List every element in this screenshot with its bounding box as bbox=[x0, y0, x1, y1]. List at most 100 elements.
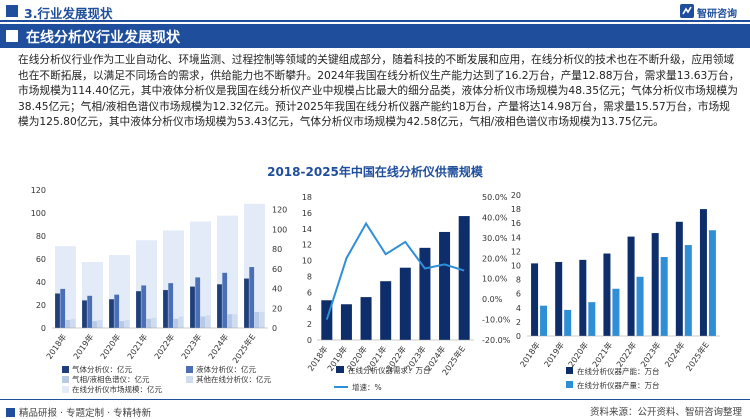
chart1-bar-other bbox=[97, 319, 103, 328]
chart2-right-tick: 0.0% bbox=[482, 295, 503, 304]
chart1-bar-other bbox=[178, 316, 184, 328]
chart1-bar-gas bbox=[136, 291, 141, 328]
chart1-bar-other bbox=[232, 314, 238, 328]
chart1-x-tick: 2018年 bbox=[44, 332, 68, 361]
chart1-bar-gas bbox=[217, 284, 222, 328]
chart1-bar-total bbox=[163, 230, 184, 328]
chart1-bar-gas bbox=[55, 293, 60, 328]
chart3-x-tick: 2025年E bbox=[683, 340, 710, 373]
chart3-y-tick: 16 bbox=[511, 219, 521, 228]
chart2-bar-demand bbox=[439, 231, 451, 340]
chart1-bar-chroma bbox=[119, 321, 125, 328]
brand-logo-text: 智研咨询 bbox=[697, 9, 737, 20]
footer-square-icon bbox=[6, 408, 15, 417]
chart1-left-tick: 40 bbox=[36, 278, 46, 287]
chart2-bar-demand bbox=[399, 267, 411, 340]
chart1-bar-total bbox=[55, 246, 76, 328]
chart1-bar-total bbox=[82, 261, 103, 328]
brand-logo-icon bbox=[680, 4, 694, 18]
chart1-x-tick: 2020年 bbox=[98, 332, 122, 361]
chart2-legend-swatch-demand bbox=[336, 366, 344, 373]
chart2-left-tick: 6 bbox=[307, 288, 312, 297]
chart1-left-tick: 60 bbox=[36, 255, 46, 264]
chart1-legend-swatch bbox=[62, 366, 69, 373]
chart3-y-tick: 4 bbox=[516, 304, 521, 313]
chart1-x-tick: 2023年 bbox=[179, 332, 203, 361]
chart1-x-tick: 2022年 bbox=[152, 332, 176, 361]
chart3-bar-output bbox=[636, 276, 644, 336]
chart3-y-tick: 6 bbox=[516, 290, 521, 299]
chart1-right-tick: 0 bbox=[272, 324, 277, 333]
chart3-bar-capacity bbox=[531, 263, 539, 336]
chart1-right-tick: 120 bbox=[272, 206, 287, 215]
header-divider bbox=[0, 20, 750, 22]
chart1-bar-chroma bbox=[173, 318, 179, 328]
section-title: 3.行业发展现状 bbox=[24, 6, 113, 21]
chart3-legend-label-output: 在线分析仪器产量：万台 bbox=[577, 380, 660, 390]
chart3-bar-capacity bbox=[699, 209, 707, 336]
chart1-bar-total bbox=[190, 221, 211, 328]
chart3-legend-swatch-capacity bbox=[566, 367, 573, 374]
chart2-legend-label-demand: 在线分析仪器需求：万台 bbox=[348, 365, 431, 375]
chart2-left-tick: 18 bbox=[302, 193, 312, 202]
chart2-left-tick: 12 bbox=[302, 241, 312, 250]
chart1-legend-label: 气体分析仪：亿元 bbox=[72, 364, 132, 374]
chart2-bar-demand bbox=[340, 304, 352, 340]
chart1-bar-chroma bbox=[254, 311, 260, 328]
footer-source: 资料来源：公开资料、智研咨询整理 bbox=[589, 407, 742, 418]
chart3-x-tick: 2023年 bbox=[638, 340, 662, 369]
chart1-bar-other bbox=[151, 317, 157, 328]
chart1-bar-liquid bbox=[222, 272, 228, 328]
chart1-bar-chroma bbox=[227, 314, 233, 328]
chart1-right-tick: 60 bbox=[272, 265, 282, 274]
chart3-bar-output bbox=[684, 245, 692, 336]
chart1-legend-swatch bbox=[186, 366, 193, 373]
footer-divider bbox=[0, 399, 750, 400]
chart3-y-tick: 12 bbox=[511, 247, 521, 256]
chart3-y-tick: 10 bbox=[511, 262, 521, 271]
chart1-legend-swatch bbox=[186, 376, 193, 383]
chart3-legend-swatch-output bbox=[566, 381, 573, 388]
chart1-bar-total bbox=[244, 203, 265, 328]
chart3-bar-output bbox=[540, 305, 548, 336]
chart3-x-tick: 2018年 bbox=[518, 340, 542, 369]
chart2-right-tick: 10.0% bbox=[482, 275, 508, 284]
page-title: 在线分析仪行业发展现状 bbox=[26, 30, 180, 46]
title-square-icon bbox=[6, 30, 18, 42]
chart1-bar-gas bbox=[82, 300, 87, 328]
chart2-right-tick: 20.0% bbox=[482, 254, 508, 263]
chart1-x-tick: 2025年E bbox=[230, 332, 257, 365]
chart3-x-tick: 2021年 bbox=[590, 340, 614, 369]
chart1-right-tick: 100 bbox=[272, 225, 287, 234]
chart1-bar-gas bbox=[190, 286, 195, 328]
chart1-right-tick: 20 bbox=[272, 304, 282, 313]
chart2-right-tick: 30.0% bbox=[482, 234, 508, 243]
chart2-left-tick: 16 bbox=[302, 209, 312, 218]
chart2-line-growth bbox=[325, 221, 465, 320]
chart-section-title: 2018-2025年中国在线分析仪供需规模 bbox=[267, 165, 483, 179]
chart1-bar-chroma bbox=[200, 316, 206, 328]
chart1-bar-total bbox=[136, 240, 157, 328]
chart3-x-tick: 2022年 bbox=[614, 340, 638, 369]
chart3-bar-capacity bbox=[675, 221, 683, 336]
chart1-right-tick: 40 bbox=[272, 285, 282, 294]
chart1-bar-other bbox=[205, 315, 211, 328]
chart1-legend-label: 其他在线分析仪：亿元 bbox=[196, 374, 271, 384]
chart1-bar-other bbox=[259, 311, 265, 328]
chart1-bar-total bbox=[109, 255, 130, 328]
summary-paragraph: 在线分析仪行业作为工业自动化、环境监测、过程控制等领域的关键组成部分，随着科技的… bbox=[18, 53, 740, 129]
chart3-bar-capacity bbox=[579, 259, 587, 336]
chart1-left-tick: 20 bbox=[36, 301, 46, 310]
chart1-left-tick: 0 bbox=[41, 324, 46, 333]
chart2-left-tick: 8 bbox=[307, 272, 312, 281]
chart2-left-tick: 14 bbox=[302, 225, 312, 234]
chart1-left-tick: 120 bbox=[31, 186, 46, 195]
chart2-left-tick: 2 bbox=[307, 320, 312, 329]
chart1-bar-liquid bbox=[114, 294, 120, 328]
chart1-bar-liquid bbox=[60, 288, 66, 328]
chart3-bar-capacity bbox=[555, 261, 563, 336]
chart3-y-tick: 14 bbox=[511, 233, 521, 242]
chart3-x-tick: 2019年 bbox=[542, 340, 566, 369]
chart3-y-tick: 2 bbox=[516, 318, 521, 327]
